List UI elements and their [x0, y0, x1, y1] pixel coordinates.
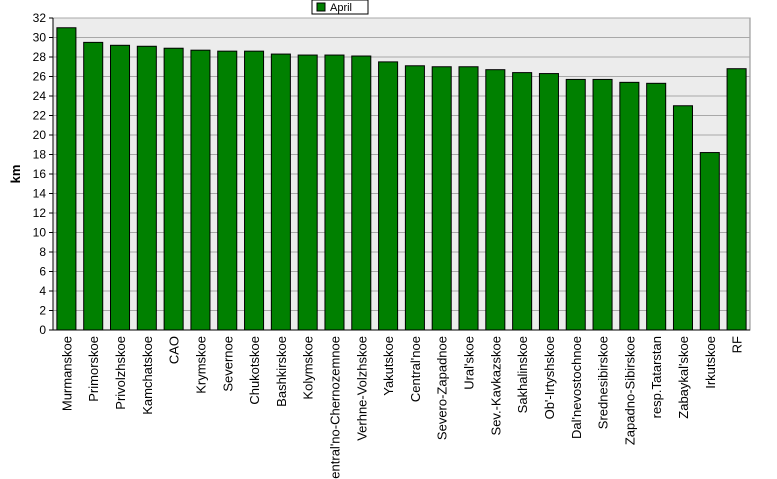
- x-tick-label: Irkutskoe: [703, 336, 718, 389]
- bar: [565, 78, 586, 331]
- y-tick-label: 2: [39, 304, 46, 318]
- y-axis-label: km: [8, 165, 23, 184]
- x-tick-label: Kolymskoe: [301, 336, 316, 400]
- y-tick-label: 16: [33, 167, 47, 181]
- bar: [136, 45, 157, 331]
- x-tick-label: Srednesibirskoe: [596, 336, 611, 429]
- bar: [592, 78, 613, 331]
- x-tick-label: Murmanskoe: [59, 336, 74, 411]
- bar: [538, 73, 559, 331]
- bar: [297, 54, 318, 331]
- bar: [512, 72, 533, 331]
- bar: [672, 105, 693, 331]
- y-tick-label: 20: [33, 128, 47, 142]
- y-tick-label: 30: [33, 31, 47, 45]
- bar: [726, 68, 747, 331]
- x-tick-label: Severnoe: [220, 336, 235, 392]
- y-tick-label: 32: [33, 11, 47, 25]
- legend-box: [311, 0, 369, 15]
- x-tick-label: Zabaykal'skoe: [676, 336, 691, 419]
- y-tick-label: 24: [33, 89, 47, 103]
- bar: [270, 53, 291, 331]
- legend-entry-april: April: [330, 2, 352, 14]
- x-tick-label: Kamchatskoe: [140, 336, 155, 415]
- x-tick-label: Chukotskoe: [247, 336, 262, 405]
- bar: [56, 27, 77, 331]
- y-tick-label: 0: [39, 323, 46, 337]
- x-tick-label: Sakhalinskoe: [515, 336, 530, 413]
- bar: [378, 61, 399, 331]
- bar: [351, 55, 372, 331]
- x-tick-label: Verhne-Volzhskoe: [354, 336, 369, 441]
- bar: [646, 82, 667, 331]
- bar: [324, 54, 345, 331]
- bar: [190, 49, 211, 331]
- x-tick-label: Sev.-Kavkazskoe: [488, 336, 503, 435]
- bar: [404, 65, 425, 331]
- bar: [431, 66, 452, 331]
- y-tick-label: 10: [33, 226, 47, 240]
- x-tick-label: Dal'nevostochnoe: [569, 336, 584, 439]
- legend: April: [311, 0, 369, 15]
- legend-swatch: [316, 2, 326, 12]
- bar: [619, 81, 640, 331]
- y-tick-label: 22: [33, 109, 47, 123]
- bar: [699, 152, 720, 331]
- bar: [485, 69, 506, 331]
- y-tick-label: 6: [39, 265, 46, 279]
- x-tick-label: Krymskoe: [193, 336, 208, 394]
- bar: [244, 50, 265, 331]
- bar: [458, 66, 479, 331]
- x-tick-label: CAO: [167, 336, 182, 364]
- x-tick-label: resp.Tatarstan: [649, 336, 664, 418]
- x-tick-label: Bashkirskoe: [274, 336, 289, 407]
- x-tick-label: Severo-Zapadnoe: [435, 336, 450, 440]
- x-tick-label: Yakutskoe: [381, 336, 396, 396]
- x-tick-label: Central'noe: [408, 336, 423, 402]
- y-tick-label: 28: [33, 50, 47, 64]
- y-tick-label: 8: [39, 245, 46, 259]
- x-tick-label: Primorskoe: [86, 336, 101, 402]
- bar: [163, 47, 184, 331]
- y-tick-label: 26: [33, 70, 47, 84]
- y-tick-label: 4: [39, 284, 46, 298]
- x-tick-label: Zapadno-Sibirskoe: [622, 336, 637, 445]
- bar: [217, 50, 238, 331]
- bar: [83, 41, 104, 331]
- x-tick-label: Central'no-Chernozemnoe: [327, 336, 342, 479]
- y-tick-label: 12: [33, 206, 47, 220]
- y-tick-label: 14: [33, 187, 47, 201]
- x-tick-label: Ob'-Irtyshskoe: [542, 336, 557, 419]
- x-tick-label: Privolzhskoe: [113, 336, 128, 410]
- x-axis-labels: Murmanskoe Primorskoe Privolzhskoe Kamchats…: [59, 336, 744, 479]
- x-tick-label: RF: [730, 336, 745, 353]
- x-tick-label: Ural'skoe: [462, 336, 477, 390]
- bar: [110, 44, 131, 331]
- y-tick-label: 18: [33, 148, 47, 162]
- bars: [56, 27, 747, 331]
